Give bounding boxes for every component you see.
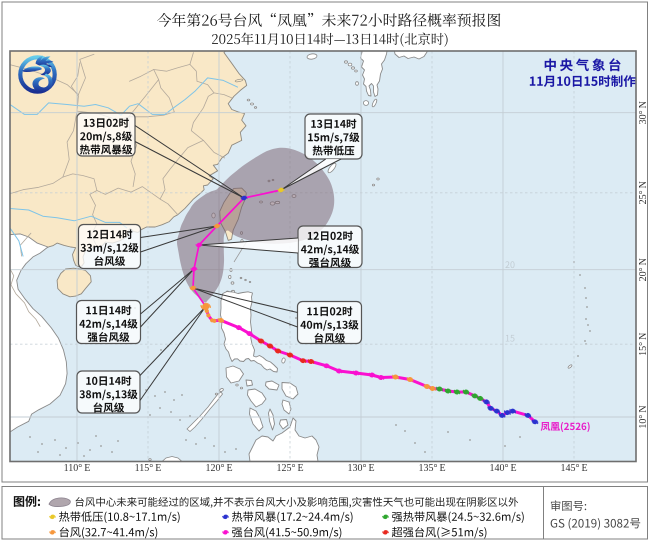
svg-text:10° N: 10° N — [638, 405, 649, 428]
svg-text:15° N: 15° N — [638, 333, 649, 356]
svg-text:25° N: 25° N — [638, 181, 649, 204]
svg-text:130° E: 130° E — [347, 463, 374, 474]
svg-text:20° N: 20° N — [638, 258, 649, 281]
svg-text:30° N: 30° N — [638, 101, 649, 124]
svg-text:110° E: 110° E — [64, 463, 91, 474]
svg-text:115° E: 115° E — [135, 463, 162, 474]
svg-text:140° E: 140° E — [489, 463, 516, 474]
svg-text:135° E: 135° E — [418, 463, 445, 474]
svg-text:120° E: 120° E — [205, 463, 232, 474]
svg-text:145° E: 145° E — [560, 463, 587, 474]
svg-text:125° E: 125° E — [276, 463, 303, 474]
